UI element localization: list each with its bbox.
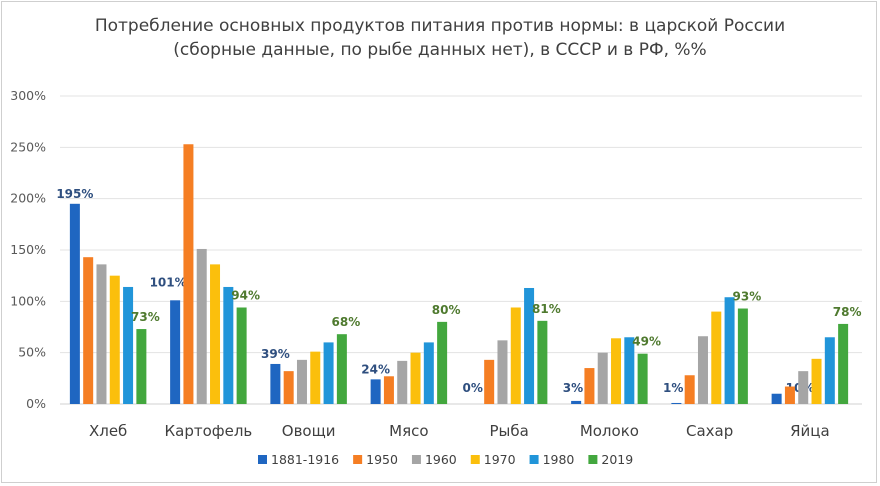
bar-1980	[624, 337, 635, 404]
bar-1950	[83, 257, 94, 404]
bar-1950	[183, 144, 194, 404]
legend-label: 1960	[425, 452, 457, 467]
category-label: Рыба	[489, 422, 528, 440]
bar-1881-1916	[69, 203, 80, 404]
data-label: 1%	[663, 381, 683, 395]
bar-1980	[123, 286, 134, 404]
data-label: 49%	[632, 335, 661, 349]
category-label: Сахар	[686, 422, 733, 440]
bar-2019	[136, 329, 147, 404]
bar-2019	[437, 321, 448, 404]
bar-1970	[611, 338, 622, 404]
bar-1980	[223, 286, 234, 404]
bar-1970	[109, 275, 120, 404]
category-label: Картофель	[164, 422, 252, 440]
bar-1960	[798, 371, 809, 404]
bar-1960	[397, 360, 408, 404]
bar-1970	[210, 264, 221, 404]
bar-1881-1916	[270, 363, 281, 404]
bar-2019	[537, 320, 548, 404]
bar-1980	[323, 342, 334, 404]
bar-1960	[196, 248, 207, 404]
category-label: Мясо	[389, 422, 428, 440]
bar-1881-1916	[671, 402, 682, 404]
bar-1970	[711, 311, 722, 404]
bar-1970	[410, 352, 421, 404]
legend-swatch-1970	[470, 455, 480, 464]
title-line-1: Потребление основных продуктов питания п…	[94, 16, 786, 36]
bar-1970	[310, 351, 321, 404]
bar-1970	[811, 358, 822, 404]
data-label: 68%	[332, 315, 361, 329]
category-label: Овощи	[282, 422, 336, 440]
data-label: 81%	[532, 302, 561, 316]
bar-2019	[737, 308, 748, 404]
legend-swatch-1980	[529, 455, 539, 464]
data-label: 73%	[131, 310, 160, 324]
data-label: 39%	[261, 347, 290, 361]
bar-2019	[336, 334, 347, 404]
legend-swatch-1950	[353, 455, 363, 464]
data-label: 78%	[833, 305, 862, 319]
y-tick-label: 50%	[18, 345, 46, 360]
bar-1881-1916	[571, 400, 582, 404]
legend-swatch-2019	[588, 455, 598, 464]
y-tick-label: 150%	[10, 242, 46, 257]
data-label: 0%	[463, 381, 483, 395]
bar-1950	[684, 375, 695, 404]
bar-1960	[697, 336, 708, 404]
bar-1950	[784, 386, 795, 404]
category-label: Яйца	[790, 422, 830, 440]
bar-1970	[510, 307, 521, 404]
bar-1950	[283, 371, 294, 404]
legend-label: 1950	[366, 452, 398, 467]
bar-2019	[236, 307, 247, 404]
bar-1950	[383, 376, 394, 404]
legend-swatch-1960	[411, 455, 421, 464]
bar-1980	[724, 297, 735, 404]
data-label: 94%	[231, 288, 260, 302]
legend-swatch-1881-1916	[258, 455, 267, 464]
bar-1881-1916	[370, 379, 381, 404]
bar-1960	[96, 264, 107, 404]
y-tick-label: 100%	[10, 293, 46, 308]
data-label: 3%	[563, 381, 583, 395]
category-label: Молоко	[580, 422, 639, 440]
legend-label: 2019	[601, 452, 633, 467]
legend-label: 1980	[543, 452, 575, 467]
y-tick-label: 300%	[10, 88, 46, 103]
data-label: 93%	[733, 290, 762, 304]
data-label: 195%	[56, 187, 93, 201]
legend-label: 1970	[484, 452, 516, 467]
y-tick-label: 0%	[26, 396, 46, 411]
bar-2019	[637, 353, 648, 404]
data-label: 24%	[361, 362, 390, 376]
category-label: Хлеб	[89, 422, 127, 440]
bar-1950	[484, 359, 495, 404]
bar-2019	[838, 323, 849, 404]
bar-1881-1916	[170, 300, 181, 404]
bar-1881-1916	[771, 393, 782, 404]
y-tick-label: 200%	[10, 191, 46, 206]
bar-1980	[824, 337, 835, 404]
data-label: 101%	[150, 275, 187, 289]
data-label: 80%	[432, 303, 461, 317]
bar-1960	[497, 340, 508, 404]
bar-1980	[423, 342, 434, 404]
legend-label: 1881-1916	[271, 452, 339, 467]
title-line-2: (сборные данные, по рыбе данных нет), в …	[173, 40, 707, 60]
bar-1950	[584, 368, 595, 404]
y-tick-label: 250%	[10, 139, 46, 154]
bar-1980	[524, 287, 535, 404]
chart-title: Потребление основных продуктов питания п…	[0, 14, 880, 62]
bar-1960	[296, 359, 307, 404]
bar-1960	[597, 352, 608, 404]
